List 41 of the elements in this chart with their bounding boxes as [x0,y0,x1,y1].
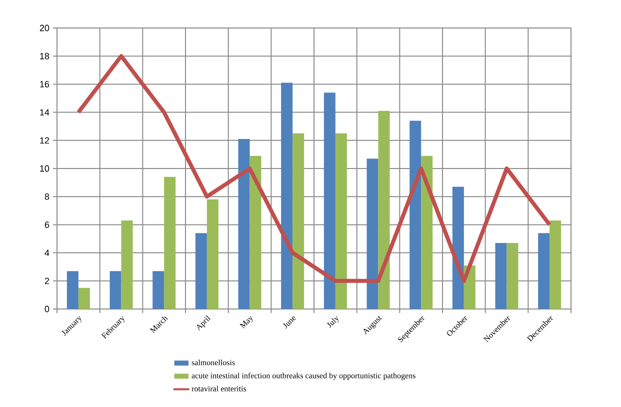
bar [121,220,133,309]
bar [78,288,90,309]
bar [292,133,304,309]
bar [206,199,218,309]
bar [366,158,378,309]
y-tick-label: 20 [40,24,50,32]
y-tick-label: 12 [40,137,50,144]
bar [452,186,464,309]
y-tick-label: 0 [44,306,50,312]
bar [495,242,507,309]
bar [238,138,250,309]
legend-label: rotaviral enteritis [192,386,246,392]
y-tick-label: 2 [44,278,50,284]
y-tick-label: 16 [40,81,50,88]
bar [550,220,562,309]
bar [410,120,422,309]
bar [195,233,207,309]
bar [506,242,518,309]
x-tick-label: July [326,316,339,328]
legend-label: salmonellosis [192,360,235,366]
legend-label: acute intestinal infection outbreaks caused by opportunistic pathogens [192,372,416,380]
line-series [76,54,552,283]
y-tick-label: 10 [40,165,50,172]
bar [164,176,176,309]
bar [110,271,122,309]
bar [281,82,293,309]
bar [250,156,262,309]
bar [335,133,347,309]
bar [421,156,433,309]
y-tick-label: 18 [40,52,50,60]
y-tick-label: 6 [44,222,50,228]
bar [152,271,164,309]
x-tick-label: May [240,316,253,329]
y-tick-label: 14 [40,109,50,116]
y-tick-label: 8 [44,193,50,200]
bar [378,110,390,309]
bar [324,92,336,309]
y-tick-label: 4 [44,250,50,256]
bar [538,233,550,309]
bar [66,271,78,309]
x-tick-label: June [282,316,296,329]
